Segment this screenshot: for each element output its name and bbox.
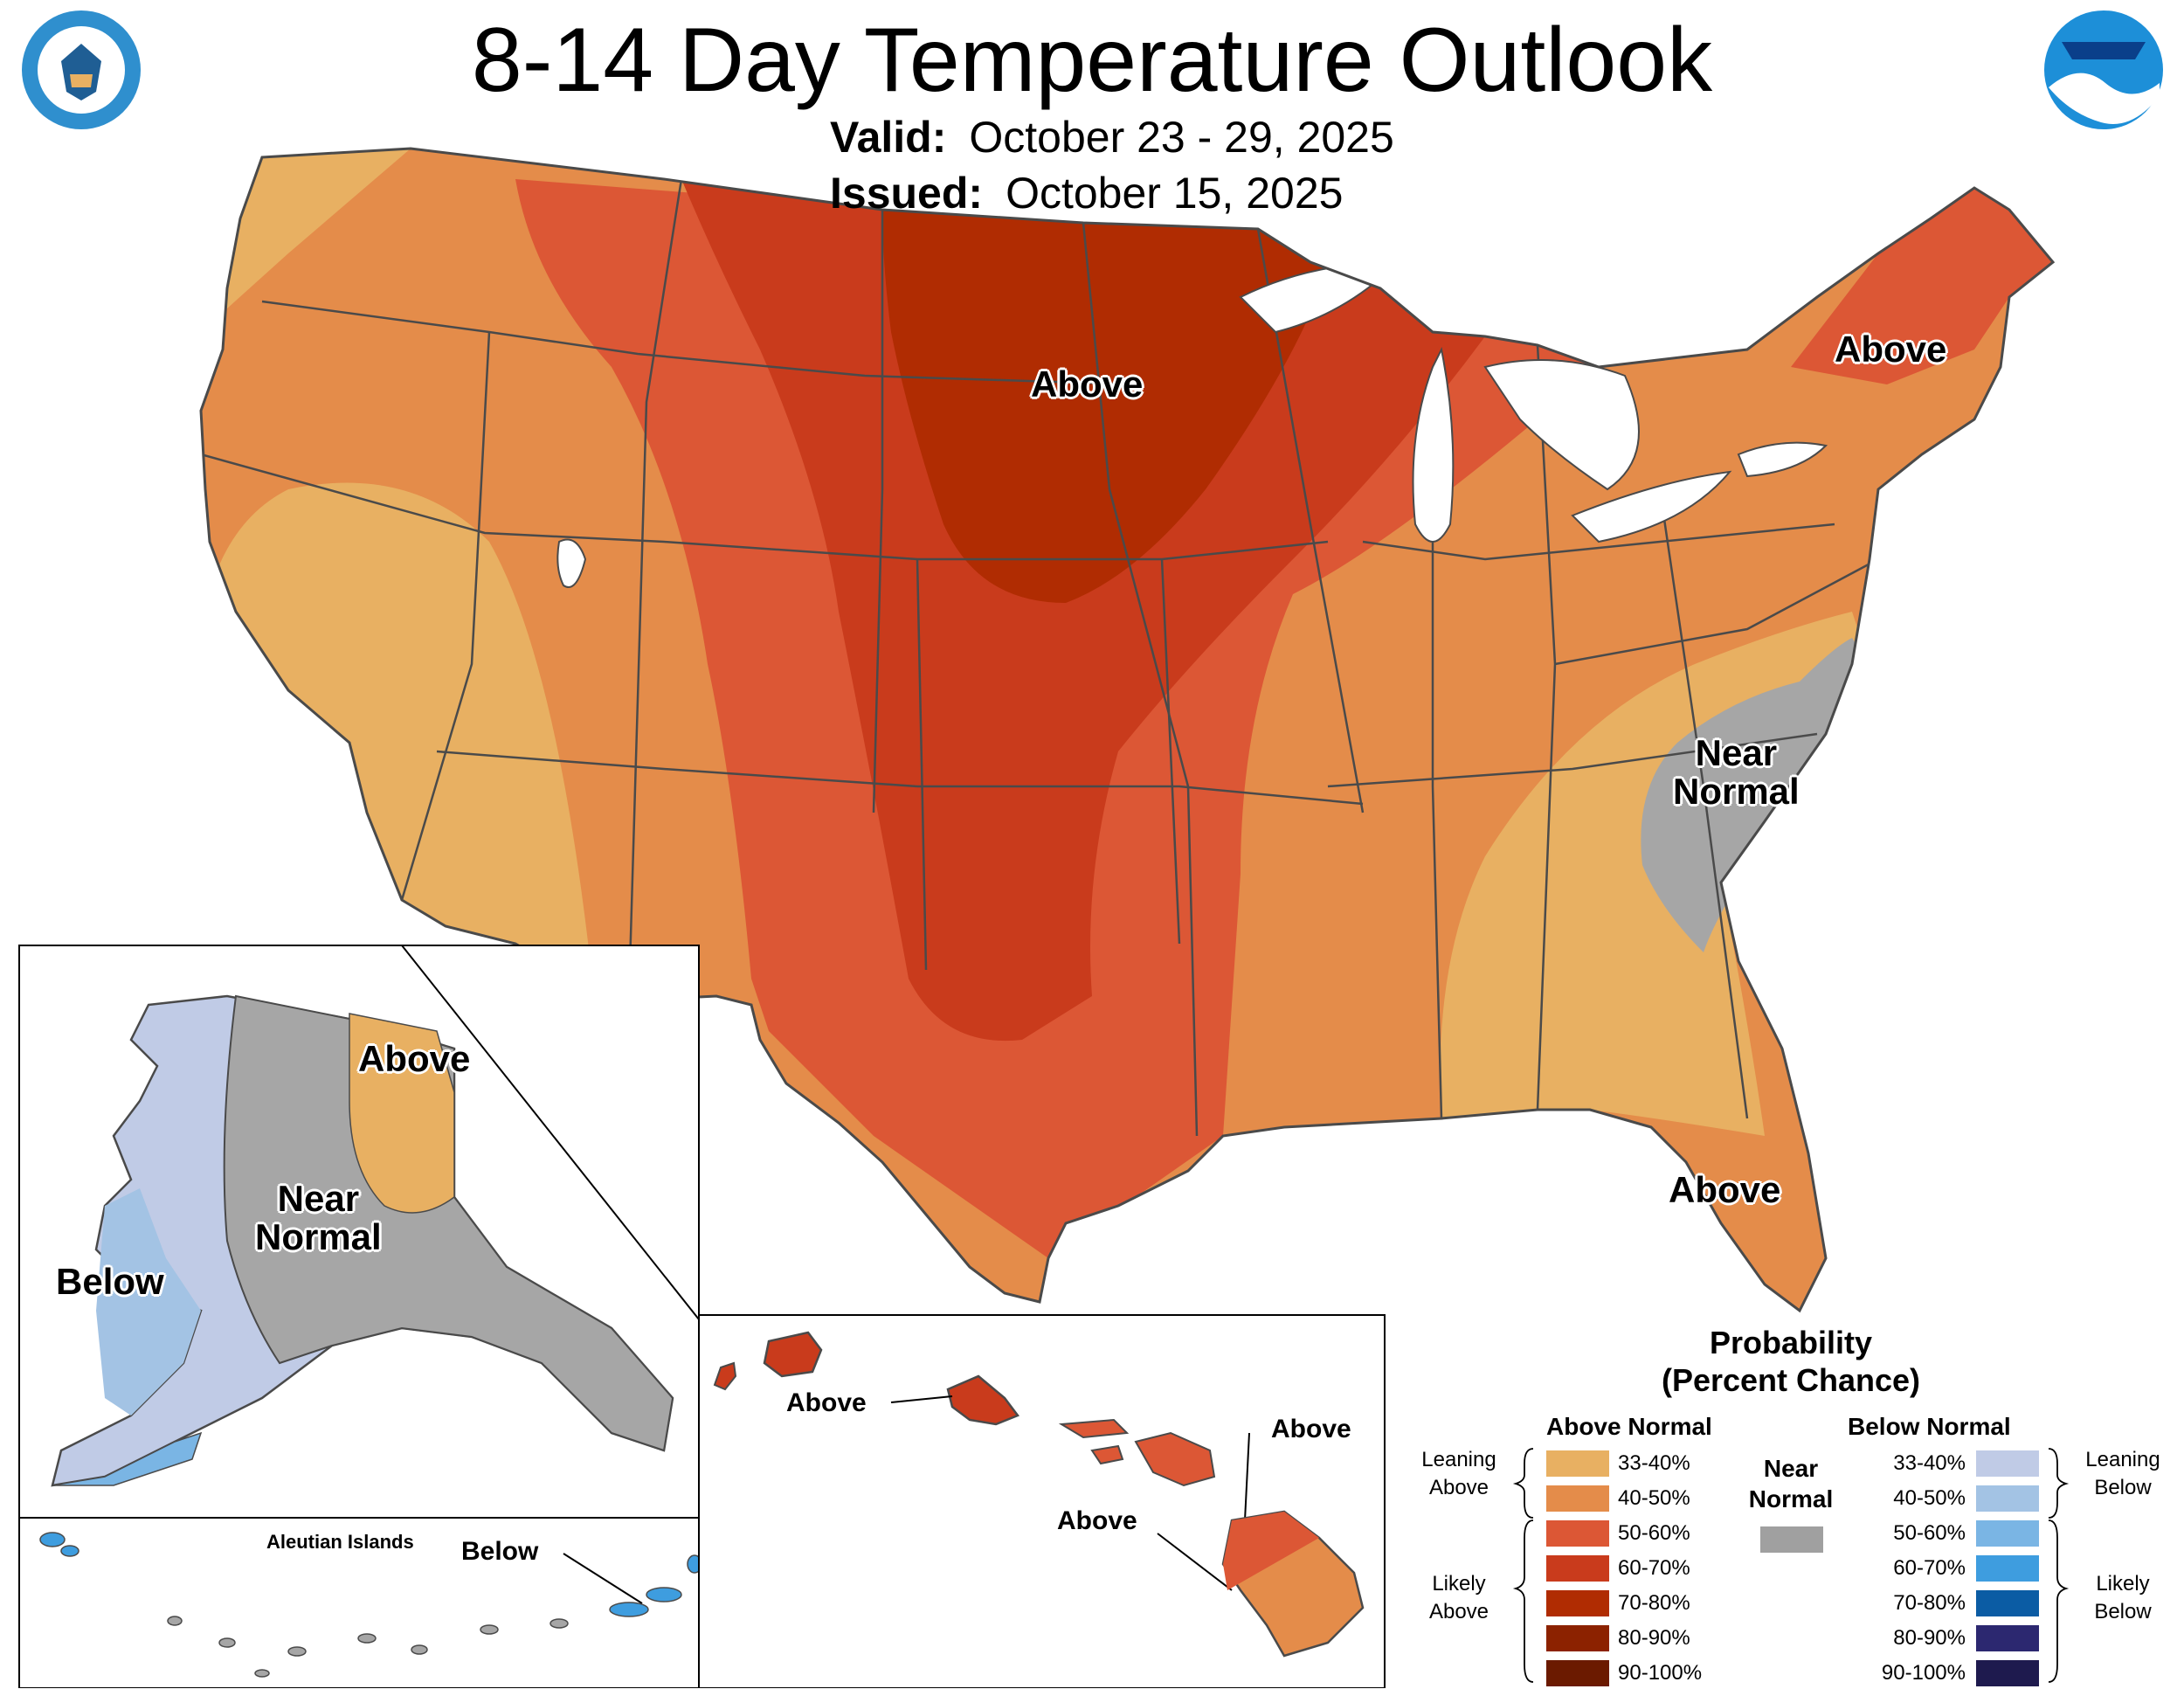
near-normal-line1: Near	[1763, 1455, 1819, 1482]
issued-line: Issued: October 15, 2025	[830, 168, 1343, 218]
legend-above-swatch	[1546, 1485, 1609, 1512]
near-normal-line2: Normal	[1748, 1485, 1834, 1512]
legend-below-header: Below Normal	[1848, 1413, 2011, 1440]
legend-below-range: 33-40%	[1893, 1451, 1966, 1475]
alaska-west-label: Below	[56, 1261, 164, 1302]
hawaii-maui-label: Above	[1271, 1415, 1351, 1443]
legend-below-range: 80-90%	[1893, 1626, 1966, 1650]
valid-value: October 23 - 29, 2025	[969, 113, 1394, 162]
leaning-below-line1: Leaning	[2085, 1448, 2160, 1471]
legend-above-swatch	[1546, 1625, 1609, 1651]
legend-above-range: 90-100%	[1618, 1661, 1703, 1685]
hawaii-big-island-label: Above	[1057, 1506, 1137, 1535]
legend-above-range: 60-70%	[1618, 1556, 1690, 1580]
likely-above-line2: Above	[1428, 1600, 1489, 1624]
valid-line: Valid: October 23 - 29, 2025	[830, 112, 1394, 163]
legend-above-swatch	[1546, 1660, 1609, 1686]
issued-value: October 15, 2025	[1006, 169, 1344, 218]
legend-above-range: 80-90%	[1618, 1626, 1690, 1650]
leaning-above-text: Leaning Above	[1406, 1446, 1511, 1503]
legend-above-header: Above Normal	[1546, 1413, 1712, 1440]
conus-near-line1: Near	[1695, 732, 1778, 773]
legend-below-swatch	[1976, 1520, 2039, 1547]
legend-below-swatch	[1976, 1450, 2039, 1477]
likely-above-line1: Likely	[1432, 1572, 1486, 1596]
aleutian-label: Below	[461, 1537, 539, 1566]
hawaii-inset	[698, 1314, 1386, 1688]
legend-below-swatch	[1976, 1660, 2039, 1686]
legend-below-range: 90-100%	[1881, 1661, 1966, 1685]
legend-above-swatch	[1546, 1555, 1609, 1582]
legend-brackets	[1512, 1448, 2070, 1683]
legend-below-range: 50-60%	[1893, 1521, 1966, 1545]
aleutians-inset	[18, 1517, 702, 1688]
legend-above-range: 40-50%	[1618, 1486, 1690, 1510]
likely-below-text: Likely Below	[2070, 1570, 2175, 1627]
leaning-above-line1: Leaning	[1421, 1448, 1496, 1471]
alaska-near-line1: Near	[277, 1178, 360, 1219]
legend-below-range: 40-50%	[1893, 1486, 1966, 1510]
conus-northeast-label: Above	[1835, 329, 1947, 370]
legend-title-line2: (Percent Chance)	[1661, 1362, 1921, 1399]
issued-label: Issued:	[830, 169, 984, 218]
legend-title-line1: Probability	[1709, 1325, 1873, 1360]
legend-above-swatch	[1546, 1590, 1609, 1616]
legend-above-range: 50-60%	[1618, 1521, 1690, 1545]
commerce-seal-logo	[22, 10, 141, 129]
legend-below-swatch	[1976, 1590, 2039, 1616]
aleutian-title: Aleutian Islands	[266, 1531, 414, 1553]
legend-below-swatch	[1976, 1555, 2039, 1582]
alaska-near-line2: Normal	[255, 1216, 382, 1258]
alaska-east-label: Above	[358, 1038, 471, 1079]
valid-label: Valid:	[830, 113, 947, 162]
legend-above-swatch	[1546, 1520, 1609, 1547]
alaska-near-normal-label: Near Normal	[255, 1178, 382, 1258]
alaska-inset	[18, 945, 700, 1519]
legend-below-swatch	[1976, 1625, 2039, 1651]
legend-above-range: 33-40%	[1618, 1451, 1690, 1475]
legend-above-swatch	[1546, 1450, 1609, 1477]
legend-near-normal-text: Near Normal	[1734, 1453, 1848, 1514]
conus-north-label: Above	[1031, 363, 1144, 405]
noaa-logo	[2044, 10, 2163, 129]
conus-florida-label: Above	[1669, 1169, 1781, 1210]
likely-below-line2: Below	[2094, 1600, 2152, 1624]
legend-below-range: 70-80%	[1893, 1591, 1966, 1615]
conus-border	[199, 147, 2056, 1313]
legend-below-swatch	[1976, 1485, 2039, 1512]
leaning-below-text: Leaning Below	[2070, 1446, 2175, 1503]
legend-title: Probability (Percent Chance)	[1398, 1324, 2184, 1399]
conus-near-normal-label: Near Normal	[1673, 732, 1800, 813]
conus-near-line2: Normal	[1673, 771, 1800, 813]
legend-near-normal-swatch	[1760, 1526, 1823, 1553]
leaning-below-line2: Below	[2094, 1476, 2152, 1500]
likely-below-line1: Likely	[2096, 1572, 2150, 1596]
leaning-above-line2: Above	[1428, 1476, 1489, 1500]
hawaii-oahu-label: Above	[786, 1388, 867, 1417]
legend-above-range: 70-80%	[1618, 1591, 1690, 1615]
page-title: 8-14 Day Temperature Outlook	[471, 10, 1713, 111]
legend-below-range: 60-70%	[1893, 1556, 1966, 1580]
likely-above-text: Likely Above	[1406, 1570, 1511, 1627]
